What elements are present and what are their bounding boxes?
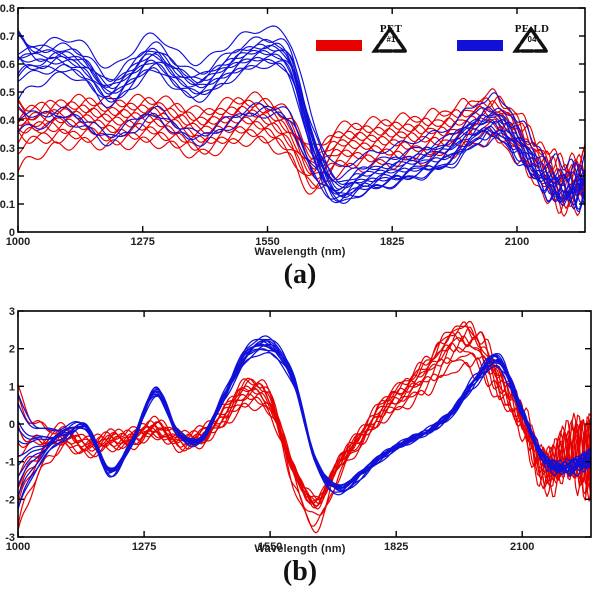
- x-tick-label: 1275: [132, 541, 156, 553]
- spectrum-curve-PET: [18, 326, 591, 504]
- spectrum-curve-PE-LD-low-subset: [18, 105, 585, 206]
- y-tick-label: 0.7: [0, 31, 15, 43]
- y-tick-label: 0.5: [0, 87, 15, 99]
- spectrum-curve-PE-LD: [18, 56, 585, 207]
- x-axis-label-a: Wavelength (nm): [254, 246, 346, 258]
- spectrum-curve-PE-LD: [18, 25, 585, 176]
- x-tick-label: 2100: [510, 541, 534, 553]
- y-tick-label: 0: [9, 227, 15, 239]
- y-tick-label: 0.3: [0, 143, 15, 155]
- plot-area-b: [18, 320, 591, 534]
- y-tick-label: 0.4: [0, 115, 16, 127]
- spectrum-curve-PET: [18, 132, 585, 217]
- spectrum-curve-PE-LD: [18, 42, 585, 193]
- spectrum-curve-PE-LD: [18, 36, 585, 186]
- spectrum-curve-PE-LD: [18, 49, 585, 195]
- y-tick-label: 2: [9, 344, 15, 356]
- x-tick-label: 1000: [6, 541, 30, 553]
- recycle-symbol-pet: #1 PET: [371, 23, 411, 53]
- x-tick-label: 1825: [384, 541, 408, 553]
- x-tick-label: 1825: [380, 236, 404, 246]
- y-tick-label: 1: [9, 381, 15, 393]
- spectrum-curve-PE-LD: [18, 62, 585, 213]
- legend-swatch-pet: [316, 40, 362, 51]
- spectrum-curve-PET: [18, 320, 591, 516]
- y-tick-label: -1: [5, 457, 15, 469]
- recycle-triangle-icon: [512, 26, 550, 53]
- spectra-chart-a: 1000 1275 1550 1825 2100 0 0.1 0.2 0.3 0.4 0.5 0.6 0…: [0, 3, 586, 246]
- chart-legend: #1 PET 04 PE-LD: [316, 23, 552, 53]
- spectrum-curve-PE-LD-low-subset: [18, 111, 585, 210]
- y-tick-label: -3: [5, 532, 15, 544]
- spectrum-curve-PE-LD: [18, 335, 591, 510]
- y-tick-label: 0.2: [0, 171, 15, 183]
- x-tick-label: 1000: [6, 236, 30, 246]
- y-tick-label: 0.1: [0, 199, 15, 211]
- y-tick-label: 0.8: [0, 3, 15, 15]
- plot-area-a: [18, 25, 585, 217]
- spectrum-curve-PET: [18, 325, 591, 534]
- recycle-symbol-peld: 04 PE-LD: [512, 23, 552, 53]
- y-tick-label: 0: [9, 419, 15, 431]
- recycle-code-label: 04: [527, 35, 537, 44]
- recycle-code-label: #1: [386, 35, 396, 44]
- subfigure-caption-b: (b): [282, 556, 318, 587]
- spectra-chart-b: 1000 1275 1550 1825 2100 -3 -2 -1 0 1 2 3: [5, 306, 592, 553]
- legend-swatch-peld: [457, 40, 503, 51]
- y-tick-label: 0.6: [0, 59, 15, 71]
- x-tick-label: 2100: [505, 236, 529, 246]
- spectrum-curve-PE-LD: [18, 43, 585, 194]
- x-axis-label-b: Wavelength (nm): [254, 543, 346, 555]
- subfigure-caption-a: (a): [283, 259, 317, 290]
- x-tick-label: 1550: [255, 236, 279, 246]
- x-tick-label: 1275: [130, 236, 154, 246]
- spectrum-curve-PET: [18, 331, 591, 509]
- spectrum-curve-PE-LD: [18, 338, 591, 493]
- recycle-triangle-icon: [371, 26, 409, 53]
- y-tick-label: -2: [5, 494, 15, 506]
- x-tick-label: 1550: [258, 541, 282, 553]
- y-tick-label: 3: [9, 306, 15, 318]
